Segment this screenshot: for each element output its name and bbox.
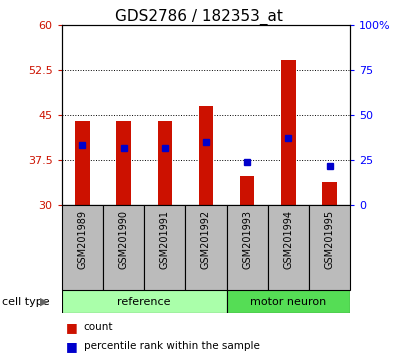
Bar (116, 121, 131, 205)
Text: ■: ■ (66, 321, 78, 334)
Bar (268, 205, 309, 290)
Bar (62, 205, 103, 290)
Text: motor neuron: motor neuron (250, 297, 326, 307)
Text: reference: reference (117, 297, 171, 307)
Text: percentile rank within the sample: percentile rank within the sample (84, 341, 259, 351)
Bar (199, 106, 213, 205)
Text: GSM201995: GSM201995 (325, 210, 335, 269)
Text: GSM201992: GSM201992 (201, 210, 211, 269)
Bar (309, 205, 350, 290)
Text: GSM201994: GSM201994 (283, 210, 293, 269)
Bar (322, 182, 337, 205)
Bar (75, 121, 90, 205)
Text: GDS2786 / 182353_at: GDS2786 / 182353_at (115, 9, 283, 25)
Text: cell type: cell type (2, 297, 50, 307)
Bar (185, 205, 226, 290)
Bar (226, 290, 350, 313)
Text: ▶: ▶ (40, 297, 49, 307)
Bar (281, 60, 296, 205)
Bar (226, 205, 268, 290)
Text: count: count (84, 322, 113, 332)
Bar (62, 290, 226, 313)
Text: GSM201990: GSM201990 (119, 210, 129, 269)
Text: ■: ■ (66, 340, 78, 353)
Text: GSM201989: GSM201989 (77, 210, 87, 269)
Bar (144, 205, 185, 290)
Bar (158, 121, 172, 205)
Text: GSM201991: GSM201991 (160, 210, 170, 269)
Text: GSM201993: GSM201993 (242, 210, 252, 269)
Bar (103, 205, 144, 290)
Bar (240, 176, 254, 205)
